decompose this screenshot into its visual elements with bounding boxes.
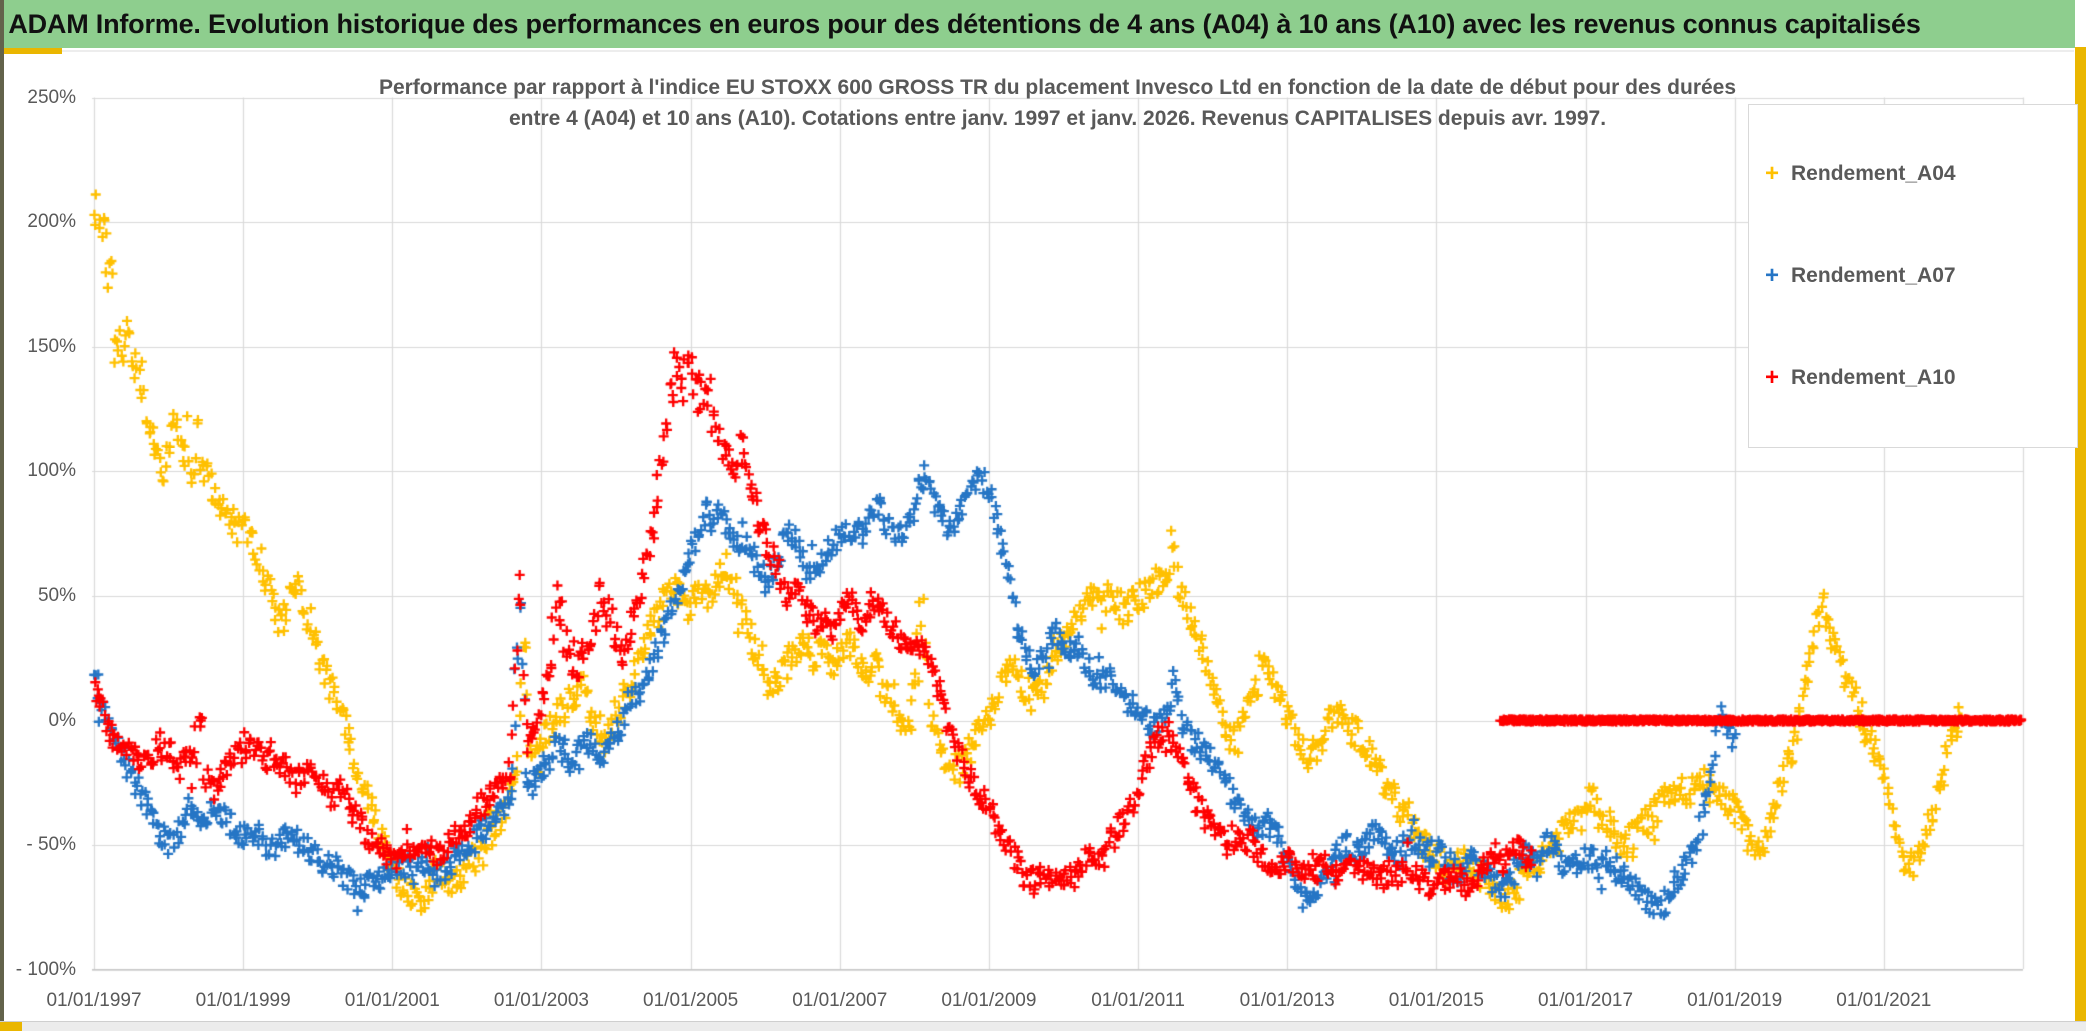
x-tick-label: 01/01/1997 — [46, 990, 142, 1011]
y-tick-label: 50% — [37, 584, 76, 606]
plus-marker-icon: + — [1765, 262, 1780, 289]
legend-label: Rendement_A10 — [1791, 366, 1956, 389]
legend-item-rendement-a04[interactable]: + Rendement_A04 — [1765, 162, 2077, 186]
chart-title-line1: Performance par rapport à l'indice EU ST… — [378, 76, 1737, 99]
y-tick-label: - 100% — [15, 958, 76, 980]
plus-marker-icon: + — [1765, 364, 1780, 391]
chart-legend: + Rendement_A04 + Rendement_A07 + Rendem… — [1748, 104, 2078, 448]
legend-item-rendement-a07[interactable]: + Rendement_A07 — [1765, 264, 2077, 288]
x-tick-label: 01/01/1999 — [195, 990, 291, 1011]
x-tick-label: 01/01/2005 — [643, 990, 739, 1011]
y-tick-label: 0% — [48, 709, 76, 731]
horizontal-scrollbar-track[interactable] — [0, 1021, 2086, 1031]
x-tick-label: 01/01/2021 — [1836, 990, 1932, 1011]
y-tick-label: 100% — [27, 460, 76, 482]
x-tick-label: 01/01/2009 — [941, 990, 1037, 1011]
y-tick-label: 150% — [27, 335, 76, 357]
legend-item-rendement-a10[interactable]: + Rendement_A10 — [1765, 366, 2077, 390]
x-tick-label: 01/01/2013 — [1239, 990, 1335, 1011]
chart-title-line2: entre 4 (A04) et 10 ans (A10). Cotations… — [508, 107, 1607, 130]
x-tick-label: 01/01/2003 — [493, 990, 589, 1011]
x-tick-label: 01/01/2011 — [1091, 990, 1185, 1011]
legend-label: Rendement_A07 — [1791, 264, 1956, 287]
x-tick-label: 01/01/2015 — [1388, 990, 1484, 1011]
scrollbar-gold-segment — [0, 1022, 22, 1031]
y-tick-label: - 50% — [26, 834, 76, 856]
chart-title: Performance par rapport à l'indice EU ST… — [92, 72, 2023, 134]
y-tick-label: 200% — [27, 211, 76, 233]
x-tick-label: 01/01/2001 — [344, 990, 440, 1011]
legend-label: Rendement_A04 — [1791, 162, 1956, 185]
y-tick-label: 250% — [27, 86, 76, 108]
plus-marker-icon: + — [1765, 160, 1780, 187]
x-tick-label: 01/01/2019 — [1687, 990, 1783, 1011]
x-tick-label: 01/01/2017 — [1537, 990, 1634, 1011]
x-tick-label: 01/01/2007 — [792, 990, 888, 1011]
